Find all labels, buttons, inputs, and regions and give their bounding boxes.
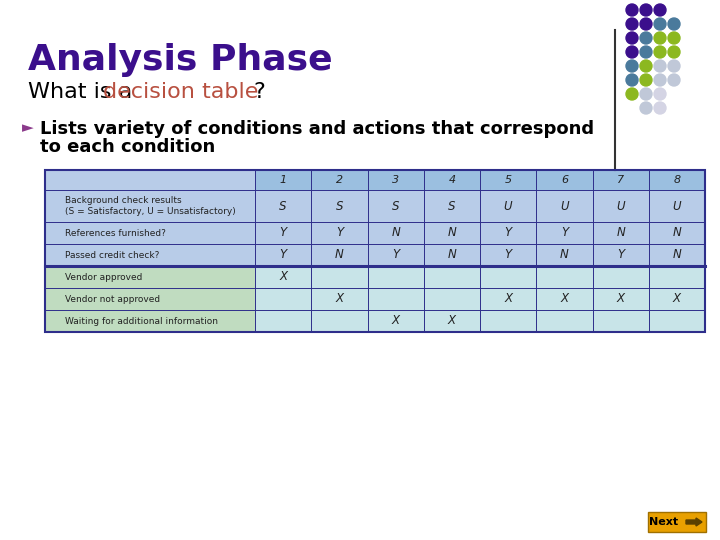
Circle shape (654, 4, 666, 16)
Circle shape (626, 60, 638, 72)
Text: U: U (504, 199, 513, 213)
Text: 8: 8 (673, 175, 680, 185)
Text: X: X (504, 293, 512, 306)
Text: Background check results
(S = Satisfactory, U = Unsatisfactory): Background check results (S = Satisfacto… (65, 196, 235, 216)
Text: Y: Y (505, 248, 512, 261)
Text: Y: Y (279, 226, 287, 240)
Text: N: N (448, 248, 456, 261)
Circle shape (654, 18, 666, 30)
Bar (255, 170, 705, 190)
Circle shape (640, 102, 652, 114)
Text: S: S (392, 199, 400, 213)
Circle shape (668, 60, 680, 72)
Text: X: X (392, 314, 400, 327)
Circle shape (626, 88, 638, 100)
Text: U: U (616, 199, 625, 213)
Text: N: N (672, 226, 681, 240)
Text: Y: Y (336, 226, 343, 240)
Text: Y: Y (392, 248, 399, 261)
Text: U: U (560, 199, 569, 213)
Text: 2: 2 (336, 175, 343, 185)
Text: Analysis Phase: Analysis Phase (28, 43, 333, 77)
Text: Y: Y (505, 226, 512, 240)
Circle shape (654, 32, 666, 44)
Text: S: S (336, 199, 343, 213)
Text: Lists variety of conditions and actions that correspond: Lists variety of conditions and actions … (40, 120, 594, 138)
Circle shape (626, 32, 638, 44)
Circle shape (668, 46, 680, 58)
Bar (45, 266, 255, 332)
Text: X: X (279, 271, 287, 284)
Text: N: N (448, 226, 456, 240)
Text: S: S (448, 199, 456, 213)
Text: 4: 4 (449, 175, 456, 185)
Text: Y: Y (617, 248, 624, 261)
Text: X: X (616, 293, 625, 306)
Text: Y: Y (279, 248, 287, 261)
Circle shape (640, 60, 652, 72)
Text: Waiting for additional information: Waiting for additional information (65, 316, 218, 326)
Text: to each condition: to each condition (40, 138, 215, 156)
Text: What is a: What is a (28, 82, 140, 102)
Text: Vendor not approved: Vendor not approved (65, 294, 160, 303)
Circle shape (626, 18, 638, 30)
Circle shape (640, 4, 652, 16)
Circle shape (668, 18, 680, 30)
Bar (45, 170, 705, 266)
Text: 5: 5 (505, 175, 512, 185)
Text: N: N (616, 226, 625, 240)
Text: X: X (673, 293, 681, 306)
Circle shape (654, 102, 666, 114)
Circle shape (626, 74, 638, 86)
Text: S: S (279, 199, 287, 213)
Circle shape (626, 4, 638, 16)
Bar (255, 266, 705, 332)
Circle shape (668, 32, 680, 44)
Text: References furnished?: References furnished? (65, 228, 166, 238)
Text: 1: 1 (279, 175, 287, 185)
Circle shape (654, 88, 666, 100)
Text: N: N (391, 226, 400, 240)
Text: Passed credit check?: Passed credit check? (65, 251, 159, 260)
FancyBboxPatch shape (648, 512, 706, 532)
Text: N: N (335, 248, 343, 261)
Circle shape (626, 46, 638, 58)
Text: ?: ? (253, 82, 265, 102)
Text: X: X (448, 314, 456, 327)
Text: 6: 6 (561, 175, 568, 185)
Circle shape (640, 46, 652, 58)
Circle shape (668, 74, 680, 86)
Text: X: X (560, 293, 568, 306)
Circle shape (654, 74, 666, 86)
Text: 3: 3 (392, 175, 399, 185)
Circle shape (654, 46, 666, 58)
Text: Y: Y (561, 226, 568, 240)
Text: 7: 7 (617, 175, 624, 185)
Circle shape (654, 60, 666, 72)
Text: N: N (672, 248, 681, 261)
Bar (45, 170, 705, 332)
Circle shape (640, 88, 652, 100)
Text: ►: ► (22, 120, 34, 135)
Circle shape (640, 32, 652, 44)
Text: decision table: decision table (103, 82, 258, 102)
Circle shape (640, 18, 652, 30)
FancyArrow shape (686, 518, 702, 526)
Text: Next: Next (649, 517, 678, 527)
Circle shape (640, 74, 652, 86)
Text: X: X (336, 293, 343, 306)
Text: N: N (560, 248, 569, 261)
Text: Vendor approved: Vendor approved (65, 273, 143, 281)
Text: U: U (672, 199, 681, 213)
